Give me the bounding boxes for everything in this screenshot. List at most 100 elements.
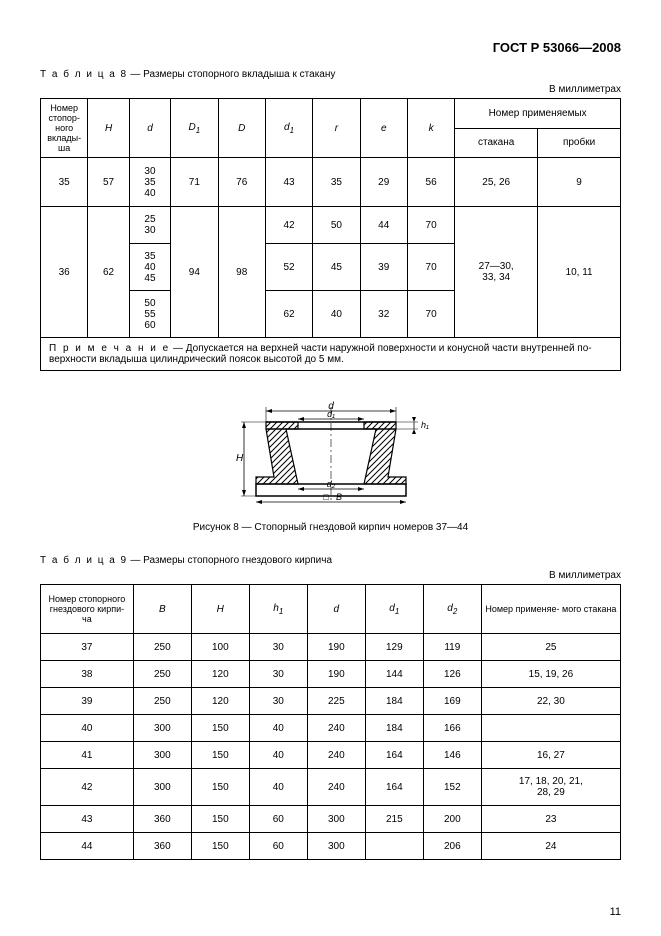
t8-cell: 32 bbox=[360, 291, 407, 338]
t9-cell bbox=[481, 715, 620, 742]
t9-cell: 120 bbox=[191, 661, 249, 688]
t9-cell: 129 bbox=[365, 634, 423, 661]
svg-text:d₁: d₁ bbox=[327, 409, 335, 419]
svg-text:d₂: d₂ bbox=[326, 479, 335, 489]
t9-cell: 126 bbox=[423, 661, 481, 688]
t9-cell: 17, 18, 20, 21, 28, 29 bbox=[481, 769, 620, 806]
t8-cell: 36 bbox=[41, 207, 88, 338]
t9-cell: 44 bbox=[41, 833, 134, 860]
t9-cell: 190 bbox=[307, 634, 365, 661]
t9-cell: 250 bbox=[133, 661, 191, 688]
t9-cell: 166 bbox=[423, 715, 481, 742]
t8-cell: 76 bbox=[218, 158, 265, 207]
table9-caption-rest: — Размеры стопорного гнездового кирпича bbox=[128, 555, 332, 566]
t9-cell: 184 bbox=[365, 715, 423, 742]
t9-cell: 215 bbox=[365, 806, 423, 833]
table8-units: В миллиметрах bbox=[40, 84, 621, 95]
t9-cell: 152 bbox=[423, 769, 481, 806]
t8-h-group: Номер применяемых bbox=[455, 99, 621, 129]
t9-h-h1: h1 bbox=[249, 585, 307, 634]
t8-cell: 98 bbox=[218, 207, 265, 338]
t8-h-k: k bbox=[407, 99, 454, 158]
t9-cell: 15, 19, 26 bbox=[481, 661, 620, 688]
t9-cell: 190 bbox=[307, 661, 365, 688]
t8-cell: 56 bbox=[407, 158, 454, 207]
t9-cell: 300 bbox=[307, 806, 365, 833]
t9-cell: 206 bbox=[423, 833, 481, 860]
t9-cell: 24 bbox=[481, 833, 620, 860]
t9-cell bbox=[365, 833, 423, 860]
t9-cell: 250 bbox=[133, 634, 191, 661]
t9-cell: 42 bbox=[41, 769, 134, 806]
t8-cell: 70 bbox=[407, 291, 454, 338]
t9-cell: 37 bbox=[41, 634, 134, 661]
t9-h-d: d bbox=[307, 585, 365, 634]
table9-caption: Т а б л и ц а 9 — Размеры стопорного гне… bbox=[40, 555, 621, 566]
table9-caption-lead: Т а б л и ц а 9 bbox=[40, 555, 128, 566]
t9-cell: 30 bbox=[249, 688, 307, 715]
t8-cell: 25 30 bbox=[129, 207, 170, 244]
t9-cell: 38 bbox=[41, 661, 134, 688]
t9-cell: 240 bbox=[307, 742, 365, 769]
t8-note-lead: П р и м е ч а н и е bbox=[49, 343, 170, 354]
t9-cell: 30 bbox=[249, 634, 307, 661]
t8-cell: 45 bbox=[313, 244, 360, 291]
t8-h-r: r bbox=[313, 99, 360, 158]
table8-caption-rest: — Размеры стопорного вкладыша к стакану bbox=[128, 69, 336, 80]
t9-cell: 23 bbox=[481, 806, 620, 833]
figure8-caption: Рисунок 8 — Стопорный гнездовой кирпич н… bbox=[40, 522, 621, 533]
t8-h-e: e bbox=[360, 99, 407, 158]
t9-cell: 300 bbox=[133, 742, 191, 769]
t9-cell: 300 bbox=[133, 715, 191, 742]
t9-h-H: H bbox=[191, 585, 249, 634]
table9: Номер стопорного гнездового кирпи- ча B … bbox=[40, 584, 621, 860]
t9-cell: 119 bbox=[423, 634, 481, 661]
t9-h-app: Номер применяе- мого стакана bbox=[481, 585, 620, 634]
t9-cell: 41 bbox=[41, 742, 134, 769]
t8-cell: 40 bbox=[313, 291, 360, 338]
svg-text:B: B bbox=[336, 492, 342, 502]
t9-cell: 40 bbox=[249, 769, 307, 806]
t9-cell: 164 bbox=[365, 742, 423, 769]
t8-cell: 94 bbox=[171, 207, 218, 338]
t8-cell: 50 55 60 bbox=[129, 291, 170, 338]
t9-cell: 144 bbox=[365, 661, 423, 688]
t9-h-B: B bbox=[133, 585, 191, 634]
t9-h-d1: d1 bbox=[365, 585, 423, 634]
table8: Номер стопор- ного вклады- ша H d D1 D d… bbox=[40, 98, 621, 371]
t9-cell: 43 bbox=[41, 806, 134, 833]
t8-cell: 9 bbox=[538, 158, 621, 207]
t9-cell: 360 bbox=[133, 833, 191, 860]
t8-cell: 27—30, 33, 34 bbox=[455, 207, 538, 338]
t9-cell: 16, 27 bbox=[481, 742, 620, 769]
t8-note: П р и м е ч а н и е — Допускается на вер… bbox=[41, 338, 621, 371]
t8-cell: 70 bbox=[407, 207, 454, 244]
t8-cell: 29 bbox=[360, 158, 407, 207]
t9-cell: 200 bbox=[423, 806, 481, 833]
t8-cell: 50 bbox=[313, 207, 360, 244]
t9-h-num: Номер стопорного гнездового кирпи- ча bbox=[41, 585, 134, 634]
t8-cell: 30 35 40 bbox=[129, 158, 170, 207]
t9-cell: 40 bbox=[249, 742, 307, 769]
t8-h-d1: d1 bbox=[265, 99, 312, 158]
t9-h-d2: d2 bbox=[423, 585, 481, 634]
svg-text:H: H bbox=[236, 453, 244, 464]
t9-cell: 300 bbox=[307, 833, 365, 860]
t8-h-D1: D1 bbox=[171, 99, 218, 158]
t9-cell: 150 bbox=[191, 715, 249, 742]
t8-cell: 52 bbox=[265, 244, 312, 291]
t9-cell: 169 bbox=[423, 688, 481, 715]
t8-h-H: H bbox=[88, 99, 129, 158]
table8-caption-lead: Т а б л и ц а 8 bbox=[40, 69, 128, 80]
t8-cell: 62 bbox=[88, 207, 129, 338]
t9-cell: 300 bbox=[133, 769, 191, 806]
t9-cell: 150 bbox=[191, 742, 249, 769]
t8-cell: 43 bbox=[265, 158, 312, 207]
t8-cell: 39 bbox=[360, 244, 407, 291]
t9-cell: 22, 30 bbox=[481, 688, 620, 715]
t9-cell: 100 bbox=[191, 634, 249, 661]
t8-cell: 42 bbox=[265, 207, 312, 244]
t8-cell: 10, 11 bbox=[538, 207, 621, 338]
t8-cell: 57 bbox=[88, 158, 129, 207]
t9-cell: 60 bbox=[249, 833, 307, 860]
